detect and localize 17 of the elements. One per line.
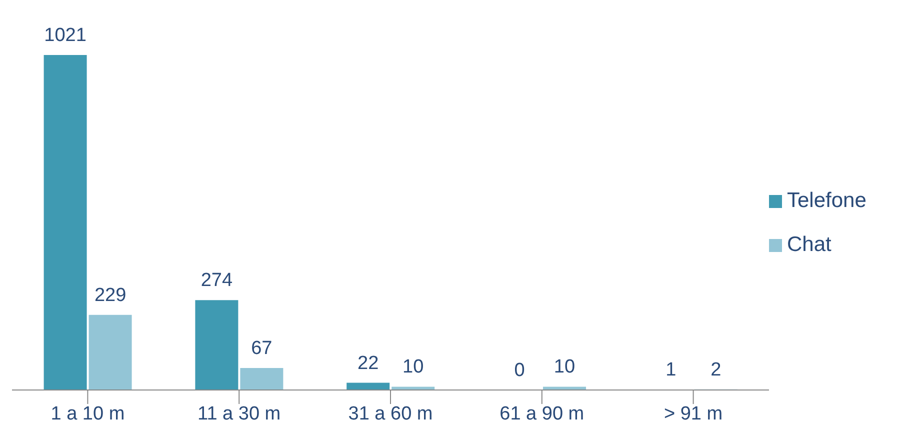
data-label: 2 <box>710 359 722 380</box>
x-tick-label: 61 a 90 m <box>500 403 584 424</box>
data-label: 10 <box>402 356 424 378</box>
legend-label: Chat <box>787 232 832 258</box>
data-label: 229 <box>94 284 126 306</box>
x-tick-label: > 91 m <box>664 403 723 424</box>
x-tick-label: 1 a 10 m <box>50 403 125 424</box>
legend-label: Telefone <box>787 188 866 214</box>
data-label: 67 <box>251 338 272 360</box>
data-label: 1 <box>666 360 676 381</box>
data-label: 10 <box>554 356 576 378</box>
data-label: 1021 <box>44 25 86 46</box>
x-tick-label: 31 a 60 m <box>348 403 433 424</box>
data-label: 22 <box>358 352 379 374</box>
data-label: 274 <box>200 270 233 292</box>
data-label: 0 <box>514 360 525 381</box>
x-tick-label: 11 a 30 m <box>198 403 281 424</box>
